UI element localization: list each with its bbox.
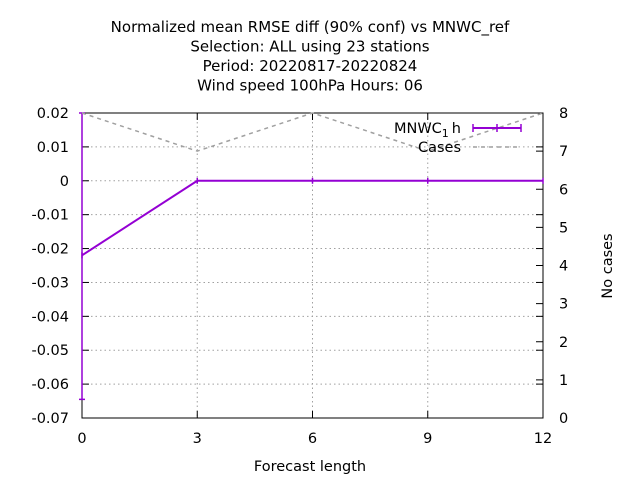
y2-tick-label: 5 [559,220,568,236]
y-tick-label: -0.05 [31,343,69,359]
x-tick-label: 0 [77,431,86,447]
title-line-2: Selection: ALL using 23 stations [190,38,429,56]
series-Cases [81,112,544,152]
y2-tick-label: 7 [559,144,568,160]
y2-tick-label: 2 [559,335,568,351]
y2-tick-label: 6 [559,182,568,198]
y2-tick-label: 0 [559,411,568,427]
series-MNWC_1h [79,112,544,401]
y-axis-right: 0 1 2 3 4 5 6 7 8 [536,106,568,427]
y-tick-label: 0 [60,174,69,190]
title-line-1: Normalized mean RMSE diff (90% conf) vs … [111,18,510,37]
y-tick-label: -0.06 [31,377,69,393]
y-tick-label: -0.02 [31,242,69,258]
y2-tick-label: 1 [559,373,568,389]
y-tick-label: -0.04 [31,309,69,325]
series-layer [79,112,544,401]
series-line-cases [81,112,544,152]
chart-title: Normalized mean RMSE diff (90% conf) vs … [111,18,510,95]
x-tick-label: 9 [423,431,432,447]
y-axis-left: 0.02 0.01 0 -0.01 -0.02 -0.03 -0.04 -0.05 -0.06 -… [31,106,543,427]
y-tick-label: -0.01 [31,208,69,224]
y-tick-label: 0.02 [37,106,69,122]
y-tick-label: -0.03 [31,275,69,291]
y-tick-label: 0.01 [37,140,69,156]
y2-tick-label: 8 [559,106,568,122]
y-tick-label: -0.07 [31,411,69,427]
grid-lines [81,112,544,419]
x-axis: 0 3 6 9 12 [77,113,552,447]
x-axis-label: Forecast length [254,459,366,475]
x-tick-label: 12 [534,431,552,447]
title-line-4: Wind speed 100hPa Hours: 06 [197,77,423,95]
legend-label-cases: Cases [418,140,461,156]
x-tick-label: 3 [193,431,202,447]
y2-tick-label: 4 [559,259,568,275]
x-tick-label: 6 [308,431,317,447]
legend-label-mnwc: MNWC1 h [394,121,461,140]
y2-tick-label: 3 [559,297,568,313]
y2-axis-label: No cases [600,233,616,298]
title-line-3: Period: 20220817-20220824 [203,57,418,75]
